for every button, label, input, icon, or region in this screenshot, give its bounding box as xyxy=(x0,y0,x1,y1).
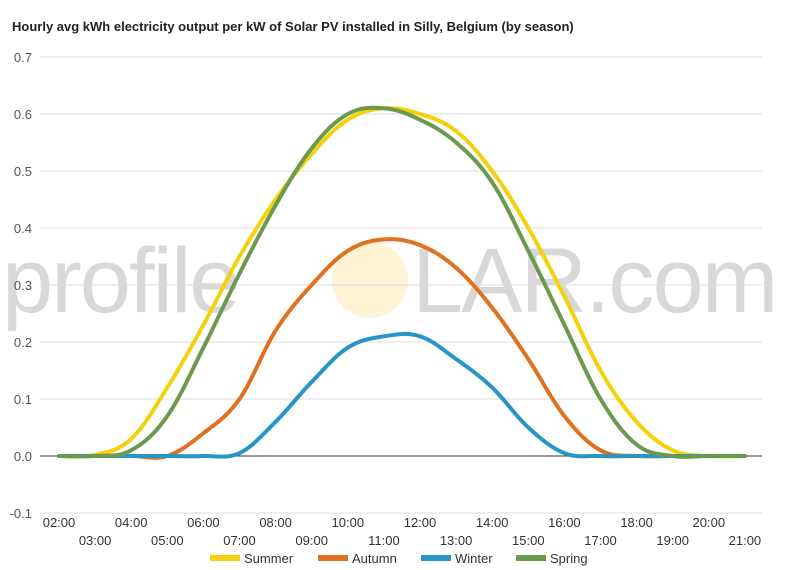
gridlines xyxy=(40,56,762,514)
x-axis: 02:00 04:00 06:00 08:00 10:00 12:00 14:00 16:00… xyxy=(43,515,761,548)
y-tick-label: 0.4 xyxy=(14,221,32,236)
x-tick-label: 03:00 xyxy=(79,533,112,548)
legend-label-spring: Spring xyxy=(550,551,588,566)
x-tick-label: 04:00 xyxy=(115,515,148,530)
y-tick-label: 0.2 xyxy=(14,335,32,350)
x-tick-label: 09:00 xyxy=(295,533,328,548)
y-tick-label: 0.6 xyxy=(14,107,32,122)
legend: Summer Autumn Winter Spring xyxy=(210,551,588,566)
watermark-text-left: profile xyxy=(2,230,239,332)
x-tick-label: 16:00 xyxy=(548,515,581,530)
watermark-logo: profile LAR.com xyxy=(2,230,778,332)
x-tick-label: 08:00 xyxy=(259,515,292,530)
x-tick-label: 11:00 xyxy=(368,533,400,548)
y-tick-label: 0.3 xyxy=(14,278,32,293)
legend-swatch-winter xyxy=(421,555,451,561)
x-tick-label: 17:00 xyxy=(584,533,617,548)
legend-swatch-spring xyxy=(516,555,546,561)
legend-swatch-summer xyxy=(210,555,240,561)
legend-label-autumn: Autumn xyxy=(352,551,397,566)
watermark-text-right: LAR.com xyxy=(412,230,776,332)
y-tick-label: 0.5 xyxy=(14,164,32,179)
y-axis: -0.1 0.0 0.1 0.2 0.3 0.4 0.5 0.6 0.7 xyxy=(10,50,32,521)
y-tick-label: -0.1 xyxy=(10,506,32,521)
legend-label-winter: Winter xyxy=(455,551,493,566)
chart-title: Hourly avg kWh electricity output per kW… xyxy=(12,19,574,34)
x-tick-label: 05:00 xyxy=(151,533,184,548)
x-tick-label: 19:00 xyxy=(656,533,689,548)
x-tick-label: 15:00 xyxy=(512,533,545,548)
y-tick-label: 0.1 xyxy=(14,392,32,407)
legend-swatch-autumn xyxy=(318,555,348,561)
x-tick-label: 14:00 xyxy=(476,515,509,530)
x-tick-label: 10:00 xyxy=(332,515,365,530)
y-tick-label: 0.7 xyxy=(14,50,32,65)
series-line-summer xyxy=(57,106,747,459)
x-tick-label: 21:00 xyxy=(729,533,762,548)
series-line-spring xyxy=(57,105,747,459)
x-tick-label: 02:00 xyxy=(43,515,76,530)
legend-label-summer: Summer xyxy=(244,551,294,566)
x-tick-label: 20:00 xyxy=(693,515,726,530)
series-line-winter xyxy=(57,331,747,459)
x-tick-label: 18:00 xyxy=(620,515,653,530)
x-tick-label: 07:00 xyxy=(223,533,256,548)
y-tick-label: 0.0 xyxy=(14,449,32,464)
x-tick-label: 06:00 xyxy=(187,515,220,530)
series-lines xyxy=(57,105,747,460)
x-tick-label: 12:00 xyxy=(404,515,437,530)
watermark-sun-icon xyxy=(332,242,408,318)
x-tick-label: 13:00 xyxy=(440,533,473,548)
